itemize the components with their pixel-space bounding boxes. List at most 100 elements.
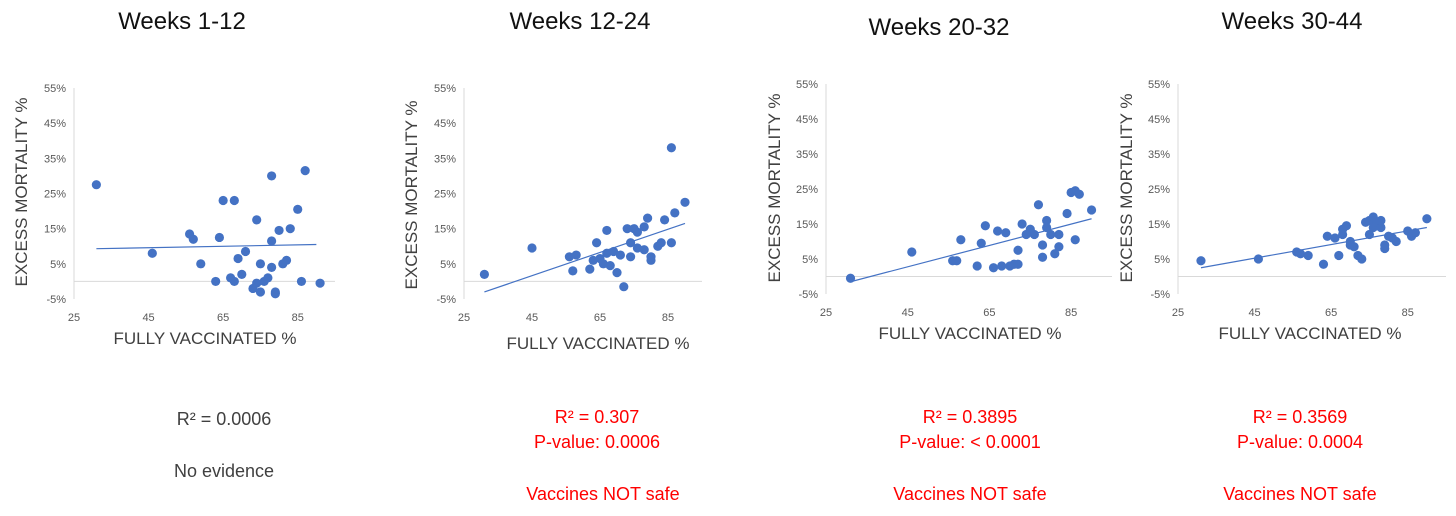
y-tick-label: -5% <box>1150 289 1170 301</box>
verdict-text: No evidence <box>173 461 275 481</box>
data-point <box>568 266 578 276</box>
data-point <box>479 269 489 279</box>
data-point <box>188 234 198 244</box>
y-tick-label: 5% <box>440 259 456 271</box>
data-point <box>646 252 656 262</box>
data-point <box>1046 229 1056 240</box>
data-point <box>1086 205 1097 215</box>
trendline <box>850 218 1092 283</box>
y-tick-label: 55% <box>796 79 818 91</box>
data-point <box>680 197 690 207</box>
data-point <box>639 222 649 232</box>
y-tick-label: 35% <box>434 153 456 165</box>
data-point <box>270 289 280 299</box>
chart-title: Weeks 12-24 <box>509 8 651 35</box>
data-point <box>605 260 615 271</box>
r-squared-text: R² = 0.307 <box>554 407 640 427</box>
data-point <box>218 195 228 206</box>
chart-panel-1: Weeks 1-12 EXCESS MORTALITY % -5% 5% 15% 25… <box>0 0 364 516</box>
data-point <box>252 278 262 288</box>
y-tick-label: 45% <box>796 114 818 126</box>
data-point <box>315 278 325 288</box>
x-tick-label: 25 <box>1172 307 1184 319</box>
data-point <box>1013 259 1023 269</box>
chart-title: Weeks 30-44 <box>1221 8 1363 35</box>
y-tick-label: 55% <box>1148 79 1170 91</box>
data-point <box>267 236 277 246</box>
y-tick-label: 5% <box>50 259 66 271</box>
x-tick-label: 25 <box>458 312 470 324</box>
y-tick-label: 45% <box>434 118 456 130</box>
x-tick-label: 45 <box>526 312 538 324</box>
p-value-text: P-value: 0.0006 <box>533 432 661 452</box>
data-point <box>1341 221 1352 231</box>
data-point <box>1017 219 1027 229</box>
data-point <box>666 143 676 153</box>
data-point <box>660 215 670 225</box>
data-point <box>240 246 251 257</box>
data-point <box>214 232 225 243</box>
y-tick-label: 45% <box>44 118 66 130</box>
y-tick-label: 35% <box>796 149 818 161</box>
data-point <box>952 256 962 266</box>
data-point <box>907 247 917 257</box>
trendline <box>96 243 317 250</box>
data-point <box>980 221 990 231</box>
y-tick-label: 35% <box>44 153 66 165</box>
data-point <box>670 208 680 218</box>
data-point <box>1042 222 1052 233</box>
chart-panel-2: Weeks 12-24 EXCESS MORTALITY % -5% 5% 15% 2… <box>402 8 702 504</box>
data-point <box>615 250 625 260</box>
data-point <box>1322 231 1332 241</box>
x-tick-label: 65 <box>594 312 606 324</box>
x-tick-label: 85 <box>1065 307 1077 319</box>
data-point <box>619 282 629 292</box>
x-axis-label: FULLY VACCINATED % <box>878 324 1062 343</box>
data-point <box>527 243 537 253</box>
data-point <box>1013 245 1023 255</box>
data-point <box>296 276 307 287</box>
p-value-text: P-value: 0.0004 <box>1236 432 1364 452</box>
scatter-plot: -5% 5% 15% 25% 35% 45% 55% 25 45 65 85 <box>434 83 702 324</box>
data-point <box>300 166 310 176</box>
y-tick-label: 15% <box>796 219 818 231</box>
y-tick-label: 5% <box>1154 254 1170 266</box>
y-tick-label: 15% <box>44 224 66 236</box>
data-point <box>267 262 277 272</box>
data-point <box>1410 228 1420 238</box>
scatter-plot: -5% 5% 15% 25% 35% 45% 55% 25 45 65 85 <box>44 83 335 324</box>
x-tick-label: 65 <box>1325 307 1337 319</box>
data-point <box>1042 215 1052 226</box>
data-point <box>1318 259 1329 269</box>
x-tick-label: 45 <box>1248 307 1260 319</box>
x-tick-label: 25 <box>68 312 80 324</box>
y-tick-label: 15% <box>1148 219 1170 231</box>
r-squared-text: R² = 0.3895 <box>922 407 1018 427</box>
data-point <box>293 204 303 214</box>
x-tick-label: 85 <box>662 312 674 324</box>
y-tick-label: 45% <box>1148 114 1170 126</box>
y-tick-label: 5% <box>802 254 818 266</box>
data-point <box>1391 236 1401 247</box>
data-point <box>626 238 636 248</box>
data-point <box>1422 214 1432 224</box>
data-point <box>609 246 619 257</box>
y-tick-label: 55% <box>44 83 66 95</box>
data-point <box>211 276 221 287</box>
data-point <box>252 215 262 225</box>
data-point <box>1330 233 1340 243</box>
data-point <box>1380 240 1390 250</box>
data-point <box>196 259 206 269</box>
x-tick-label: 45 <box>902 307 914 319</box>
y-tick-label: -5% <box>46 294 66 306</box>
data-point <box>1001 228 1011 238</box>
data-point <box>255 259 266 269</box>
data-point <box>585 264 595 274</box>
data-point <box>656 238 666 248</box>
data-point <box>267 171 277 181</box>
x-tick-label: 65 <box>983 307 995 319</box>
y-tick-label: 25% <box>796 184 818 196</box>
data-point <box>1037 252 1048 262</box>
data-point <box>1054 229 1064 240</box>
data-point <box>1050 249 1060 259</box>
